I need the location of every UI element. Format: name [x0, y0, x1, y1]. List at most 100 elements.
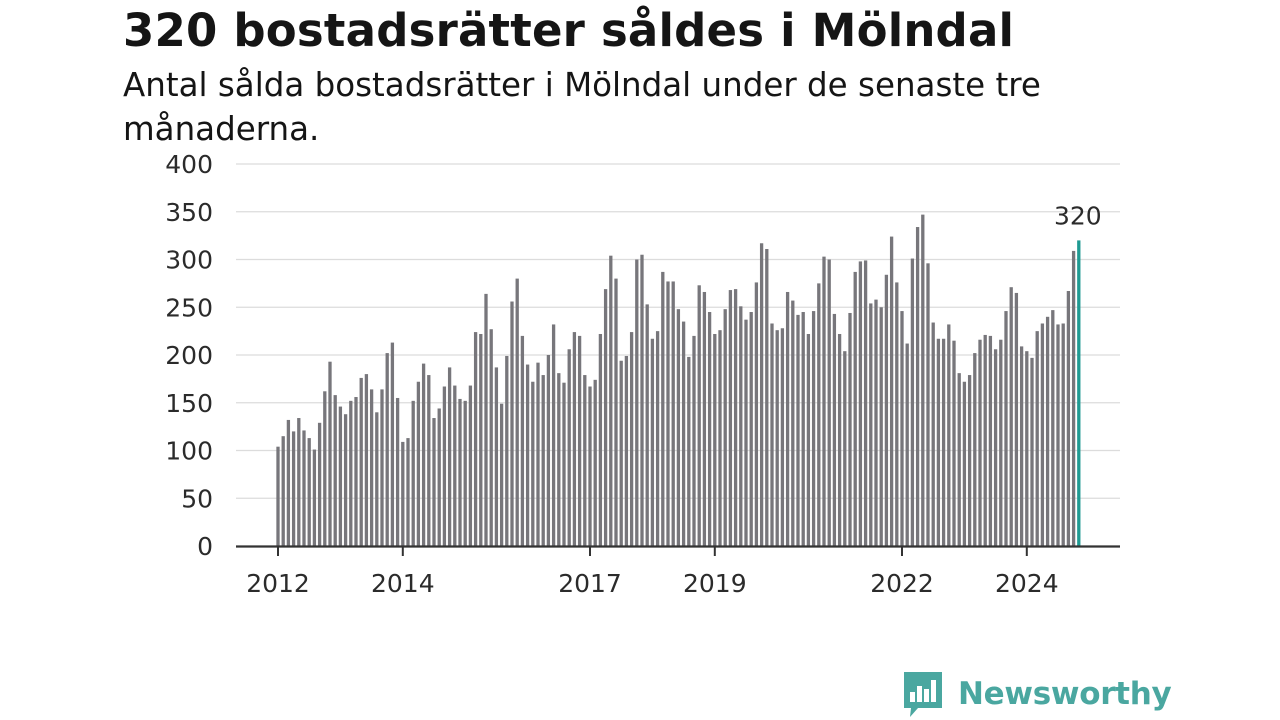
- bar: [671, 281, 675, 546]
- bar: [375, 412, 379, 546]
- bar: [848, 312, 852, 546]
- bar: [650, 338, 655, 546]
- bar: [525, 364, 530, 546]
- bar: [354, 397, 358, 546]
- bar: [411, 400, 415, 546]
- bar: [473, 332, 478, 546]
- bar: [910, 258, 915, 546]
- bar: [624, 355, 629, 546]
- bar: [427, 375, 431, 546]
- bar: [312, 449, 317, 546]
- bar: [1025, 351, 1029, 546]
- bar: [957, 373, 961, 546]
- bar: [759, 243, 764, 546]
- bar: [484, 293, 488, 546]
- y-tick-label: 300: [165, 246, 213, 275]
- bar: [952, 340, 956, 546]
- bar: [297, 418, 301, 546]
- bar: [603, 289, 608, 546]
- bar: [583, 375, 587, 546]
- bar: [1035, 331, 1039, 547]
- bar: [588, 386, 592, 546]
- bar: [666, 281, 670, 546]
- bar: [697, 285, 701, 546]
- bar: [801, 312, 805, 546]
- bar: [983, 334, 987, 546]
- bar: [380, 389, 384, 546]
- bar: [692, 335, 696, 546]
- bar: [993, 349, 998, 546]
- bar: [728, 290, 733, 546]
- bar: [546, 355, 551, 546]
- bar: [432, 418, 436, 546]
- bar: [645, 304, 649, 546]
- highlight-value-label: 320: [1054, 201, 1102, 230]
- bar: [276, 446, 280, 546]
- bar: [458, 398, 462, 546]
- bar: [541, 375, 545, 546]
- x-tick-label: 2024: [995, 569, 1059, 598]
- bar: [499, 403, 504, 546]
- bar: [536, 362, 540, 546]
- bar: [905, 343, 909, 546]
- bar: [577, 335, 582, 546]
- bar: [572, 332, 577, 546]
- bar: [739, 306, 743, 546]
- bar: [364, 374, 369, 546]
- bar: [1040, 323, 1045, 546]
- bar: [291, 431, 296, 546]
- bar: [765, 249, 769, 546]
- bar: [947, 324, 951, 546]
- bar: [323, 391, 327, 546]
- bar: [562, 382, 566, 546]
- bar: [749, 312, 753, 546]
- y-tick-label: 150: [165, 389, 213, 418]
- x-tick-label: 2022: [870, 569, 934, 598]
- bar: [973, 353, 977, 546]
- y-tick-label: 0: [197, 532, 213, 561]
- bar: [827, 259, 831, 546]
- chart-subtitle: Antal sålda bostadsrätter i Mölndal unde…: [123, 66, 1041, 148]
- bar: [359, 377, 363, 546]
- bar: [385, 353, 389, 546]
- bar: [806, 333, 811, 546]
- y-tick-label: 250: [165, 293, 213, 322]
- bar: [328, 361, 332, 546]
- bar: [281, 436, 285, 546]
- bar-chart-speech-bubble-icon: [904, 672, 942, 717]
- bars: [276, 214, 1081, 547]
- bar: [416, 381, 421, 546]
- bar: [1004, 311, 1008, 546]
- bar: [1014, 292, 1019, 546]
- bar: [1056, 324, 1060, 546]
- bar: [967, 375, 972, 546]
- bar: [681, 321, 686, 546]
- x-axis: 2012 2014 2017 2019 2022 2024: [246, 546, 1059, 598]
- bar: [775, 330, 779, 546]
- y-tick-label: 100: [165, 437, 213, 466]
- bar: [307, 438, 311, 546]
- bar: [687, 356, 691, 546]
- bar: [921, 214, 925, 546]
- chart-title: 320 bostadsrätter såldes i Mölndal: [123, 4, 1015, 57]
- bar: [510, 301, 514, 546]
- bar: [317, 422, 322, 546]
- x-tick-label: 2017: [558, 569, 622, 598]
- bar: [494, 367, 499, 546]
- bar: [733, 289, 738, 546]
- bar: [453, 385, 457, 546]
- bar: [333, 395, 337, 546]
- bar: [853, 271, 857, 546]
- bar: [869, 303, 873, 546]
- bar: [369, 389, 374, 546]
- x-tick-label: 2012: [246, 569, 310, 598]
- bar: [962, 381, 967, 546]
- bar: [915, 227, 920, 546]
- bar: [421, 363, 426, 546]
- highlight-bar: [1077, 240, 1081, 546]
- bar: [702, 291, 707, 546]
- x-tick-label: 2014: [371, 569, 435, 598]
- bar: [754, 282, 759, 546]
- bar: [780, 328, 785, 546]
